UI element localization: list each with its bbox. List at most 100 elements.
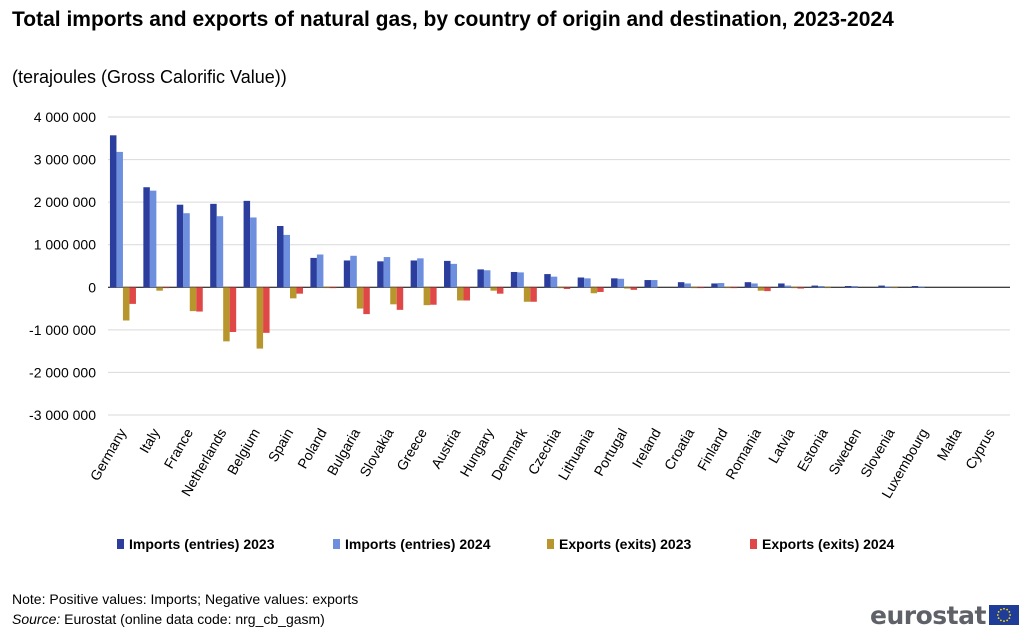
bar-belgium-0 [243,200,251,288]
source-label: Source: [12,611,61,627]
note-text: Note: Positive values: Imports; Negative… [12,591,359,607]
bar-finland-2 [724,287,731,289]
legend-swatch [750,539,757,549]
bar-spain-0 [276,225,284,288]
flag-star [1006,608,1008,611]
bar-czechia-1 [550,276,558,288]
bar-portugal-3 [630,287,638,290]
bar-netherlands-0 [210,203,217,288]
bar-france-3 [196,287,203,312]
bar-italy-1 [149,190,157,288]
bar-czechia-3 [563,287,571,289]
bar-romania-2 [757,287,765,291]
bar-poland-3 [329,287,337,289]
bar-germany-0 [109,135,117,288]
y-tick-label: 0 [88,279,96,295]
bar-portugal-2 [624,287,631,289]
bar-romania-0 [744,282,752,288]
x-tick-label: Malta [934,425,965,463]
flag-star [1008,611,1011,613]
bar-estonia-2 [824,287,832,289]
bar-lithuania-0 [577,277,585,288]
x-tick-label: Finland [694,426,731,474]
bar-austria-1 [450,263,458,288]
bar-france-0 [176,204,184,288]
bar-latvia-3 [797,287,805,289]
source-line: Source: Eurostat (online data code: nrg_… [12,609,358,629]
x-tick-label: Austria [428,425,464,471]
bar-netherlands-2 [223,287,230,342]
bar-greece-3 [430,287,437,305]
bar-estonia-0 [811,285,819,288]
bar-latvia-0 [778,283,785,288]
x-tick-label: Croatia [661,425,698,472]
flag-star [996,614,999,616]
logo-text: eurostat [870,600,986,630]
bar-germany-2 [122,287,130,321]
legend: Imports (entries) 2023 Imports (entries) … [117,536,894,552]
bar-italy-2 [156,287,163,291]
bar-lithuania-1 [584,278,591,288]
bar-finland-0 [711,283,718,288]
bar-denmark-2 [523,287,531,302]
legend-swatch [333,539,340,549]
bar-portugal-0 [611,278,618,288]
bar-denmark-0 [510,271,518,288]
bar-latvia-2 [791,287,798,289]
bar-chart: 4 000 000 3 000 000 2 000 000 1 000 000 0 -1 … [29,109,1010,552]
y-tick-label: 1 000 000 [34,237,96,253]
bar-bulgaria-0 [343,260,351,288]
legend-label: Exports (exits) 2023 [559,536,691,552]
bar-belgium-3 [263,287,270,333]
bar-latvia-1 [784,285,792,288]
bars [109,135,925,349]
bar-germany-3 [129,287,136,304]
bar-italy-3 [162,287,170,289]
bar-hungary-0 [477,269,484,288]
bar-slovakia-2 [390,287,397,305]
bar-poland-0 [310,257,317,288]
bar-sweden-0 [844,286,852,288]
chart-subtitle: (terajoules (Gross Calorific Value)) [12,67,287,87]
bar-germany-1 [116,151,123,288]
bar-belgium-2 [256,287,264,349]
x-tick-label: Poland [294,426,330,472]
bar-lithuania-3 [597,287,604,292]
bar-belgium-1 [250,217,257,288]
bar-bulgaria-1 [350,255,357,288]
bar-luxembourg-0 [911,286,919,288]
bar-sweden-1 [851,286,858,288]
flag-star [999,619,1002,622]
bar-austria-2 [457,287,464,301]
bar-netherlands-3 [229,287,237,332]
eu-flag-icon [988,605,1019,625]
bar-bulgaria-3 [363,287,370,315]
bar-hungary-2 [490,287,497,291]
legend-swatch [547,539,554,549]
flag-star [1008,617,1011,619]
flag-star [1006,619,1008,622]
y-tick-label: -2 000 000 [29,364,96,380]
eurostat-logo: eurostat [870,600,1019,630]
x-tick-label: France [160,425,196,471]
bar-ireland-1 [650,280,658,288]
bar-poland-1 [316,254,324,288]
flag-star [1009,614,1012,616]
bar-slovenia-1 [884,286,892,288]
bar-greece-0 [410,260,418,288]
bar-croatia-1 [684,283,691,288]
bar-bulgaria-2 [356,287,364,309]
y-tick-label: 2 000 000 [34,194,96,210]
bar-hungary-1 [483,270,491,288]
bar-czechia-2 [557,287,564,289]
legend-label: Exports (exits) 2024 [762,536,894,552]
bar-denmark-3 [530,287,537,302]
bar-italy-0 [143,187,150,288]
bar-greece-1 [417,258,424,288]
bar-portugal-1 [617,278,625,288]
bar-slovenia-2 [891,287,898,289]
bar-croatia-0 [677,282,685,288]
bar-spain-2 [289,287,297,299]
bar-ireland-0 [644,280,651,288]
bar-finland-1 [717,283,725,288]
